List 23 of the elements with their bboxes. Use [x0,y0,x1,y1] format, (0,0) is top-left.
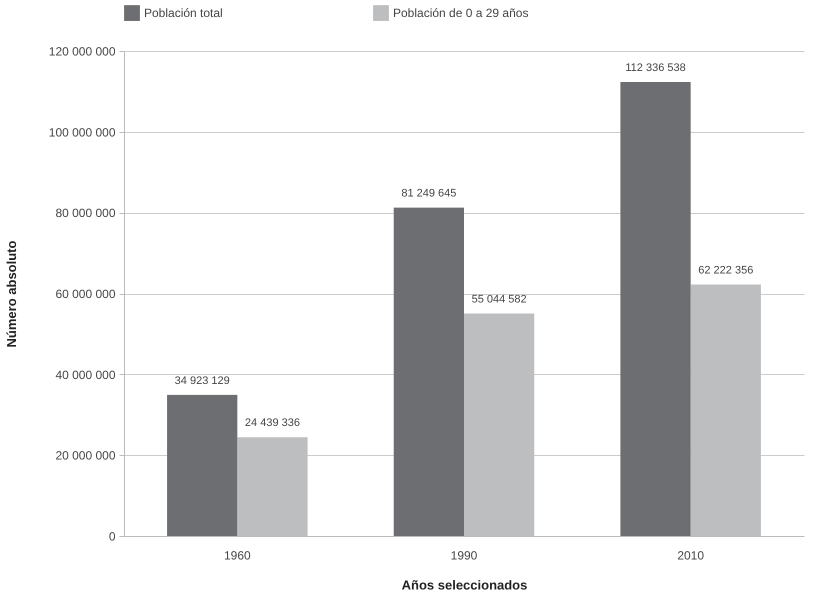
x-tick-label: 2010 [677,548,704,562]
y-axis-title: Número absoluto [4,240,19,348]
y-tick-label: 40 000 000 [55,368,116,382]
bar [620,82,691,536]
x-tick-label: 1990 [450,548,478,562]
data-label: 24 439 336 [244,417,300,430]
data-label: 55 044 582 [472,294,527,306]
data-label: 62 222 356 [698,264,754,277]
data-label: 112 336 538 [625,62,686,74]
y-tick-label: 120 000 000 [48,44,116,58]
y-tick-label: 80 000 000 [55,206,116,220]
x-tick-label: 1960 [224,548,252,562]
data-label: 34 923 129 [174,374,230,387]
bar [167,394,238,536]
legend-label: Población de 0 a 29 años [393,6,528,20]
y-tick-label: 100 000 000 [48,125,116,140]
y-tick-label: 20 000 000 [55,448,116,463]
data-label: 81 249 645 [401,188,456,200]
y-tick-label: 60 000 000 [55,287,116,301]
bar [394,208,464,536]
legend-label: Población total [144,6,223,20]
x-axis-title: Años seleccionados [402,578,528,592]
y-tick-label: 0 [108,530,116,544]
